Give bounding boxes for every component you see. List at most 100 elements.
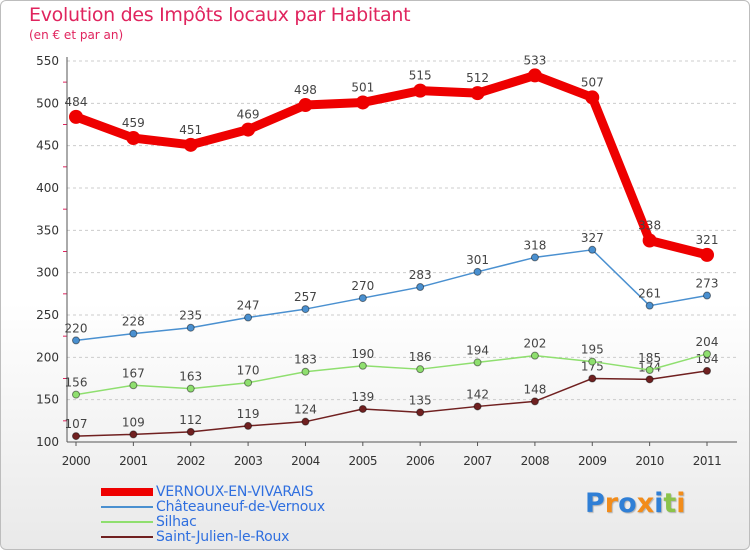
- series-line: [75, 353, 708, 396]
- data-label: 170: [237, 364, 260, 378]
- x-tick-label: 2010: [635, 454, 664, 468]
- data-label: 507: [581, 75, 604, 89]
- data-point: [703, 291, 711, 300]
- legend-swatch: [101, 536, 153, 538]
- data-point: [413, 83, 428, 98]
- y-tick-label: 550: [36, 54, 59, 68]
- data-point: [244, 378, 253, 387]
- data-point: [645, 301, 654, 310]
- x-tick-label: 2009: [578, 454, 607, 468]
- data-point: [69, 109, 83, 124]
- y-tick-label: 400: [36, 181, 59, 195]
- data-label: 270: [351, 279, 374, 293]
- data-label: 498: [294, 83, 317, 97]
- data-point: [470, 86, 485, 101]
- data-point: [588, 357, 597, 366]
- data-point: [241, 122, 256, 137]
- logo-letter: x: [636, 488, 655, 519]
- data-label: 185: [638, 351, 661, 365]
- data-label: 135: [409, 393, 432, 407]
- proxiti-logo: Proxiti: [585, 488, 686, 519]
- data-point: [301, 417, 310, 426]
- data-label: 107: [65, 417, 88, 431]
- data-label: 204: [696, 335, 719, 349]
- x-tick-label: 2005: [349, 454, 378, 468]
- data-label: 301: [466, 253, 489, 267]
- data-point: [645, 375, 654, 384]
- x-tick-label: 2003: [234, 454, 263, 468]
- data-label: 321: [696, 233, 719, 247]
- data-point: [703, 366, 711, 375]
- legend-label: VERNOUX-EN-VIVARAIS: [156, 484, 314, 500]
- chart-subtitle: (en € et par an): [29, 28, 124, 42]
- x-tick-label: 2007: [463, 454, 492, 468]
- data-point: [530, 397, 539, 406]
- data-label: 318: [523, 238, 546, 252]
- data-point: [301, 305, 310, 314]
- data-point: [585, 90, 600, 105]
- series-line: [75, 249, 708, 342]
- y-tick-label: 200: [36, 350, 59, 364]
- data-point: [298, 98, 313, 113]
- data-point: [244, 421, 253, 430]
- data-point: [186, 323, 195, 332]
- data-label: 183: [294, 353, 317, 367]
- data-label: 261: [638, 287, 661, 301]
- data-point: [588, 245, 597, 254]
- logo-letter: t: [663, 488, 677, 519]
- logo-letter: i: [676, 488, 686, 519]
- data-point: [129, 430, 138, 439]
- x-tick-label: 2011: [693, 454, 722, 468]
- legend-label: Saint-Julien-le-Roux: [156, 529, 290, 545]
- data-label: 163: [179, 370, 202, 384]
- data-point: [72, 390, 80, 399]
- data-point: [72, 432, 80, 441]
- data-point: [700, 247, 714, 262]
- x-tick-label: 2006: [406, 454, 435, 468]
- data-label: 247: [237, 299, 260, 313]
- logo-letter: o: [618, 488, 637, 519]
- data-label: 109: [122, 415, 145, 429]
- data-point: [358, 361, 367, 370]
- x-tick-label: 2008: [521, 454, 550, 468]
- x-tick-label: 2004: [291, 454, 320, 468]
- data-label: 512: [466, 71, 489, 85]
- data-label: 202: [523, 337, 546, 351]
- data-point: [183, 137, 198, 152]
- data-point: [473, 402, 482, 411]
- data-label: 327: [581, 231, 604, 245]
- data-label: 515: [409, 69, 432, 83]
- data-point: [473, 267, 482, 276]
- data-point: [645, 366, 654, 375]
- series-line: [75, 370, 708, 437]
- data-label: 124: [294, 403, 317, 417]
- data-point: [703, 349, 711, 358]
- data-label: 142: [466, 387, 489, 401]
- legend-swatch: [101, 488, 153, 496]
- y-tick-label: 100: [36, 435, 59, 449]
- data-label: 257: [294, 290, 317, 304]
- data-label: 119: [237, 407, 260, 421]
- data-point: [473, 358, 482, 367]
- data-point: [642, 233, 657, 248]
- data-point: [416, 365, 425, 374]
- logo-letter: P: [585, 488, 605, 519]
- data-point: [186, 384, 195, 393]
- data-label: 190: [351, 347, 374, 361]
- chart-title: Evolution des Impôts locaux par Habitant: [29, 4, 411, 26]
- data-point: [129, 329, 138, 338]
- data-label: 148: [523, 382, 546, 396]
- x-tick-label: 2002: [176, 454, 205, 468]
- data-label: 469: [237, 108, 260, 122]
- y-tick-label: 450: [36, 139, 59, 153]
- legend-swatch: [101, 506, 153, 508]
- data-label: 533: [523, 53, 546, 67]
- data-label: 156: [65, 376, 88, 390]
- data-point: [588, 374, 597, 383]
- legend-label: Silhac: [156, 514, 197, 530]
- data-point: [358, 404, 367, 413]
- data-point: [244, 313, 253, 322]
- data-label: 484: [65, 95, 88, 109]
